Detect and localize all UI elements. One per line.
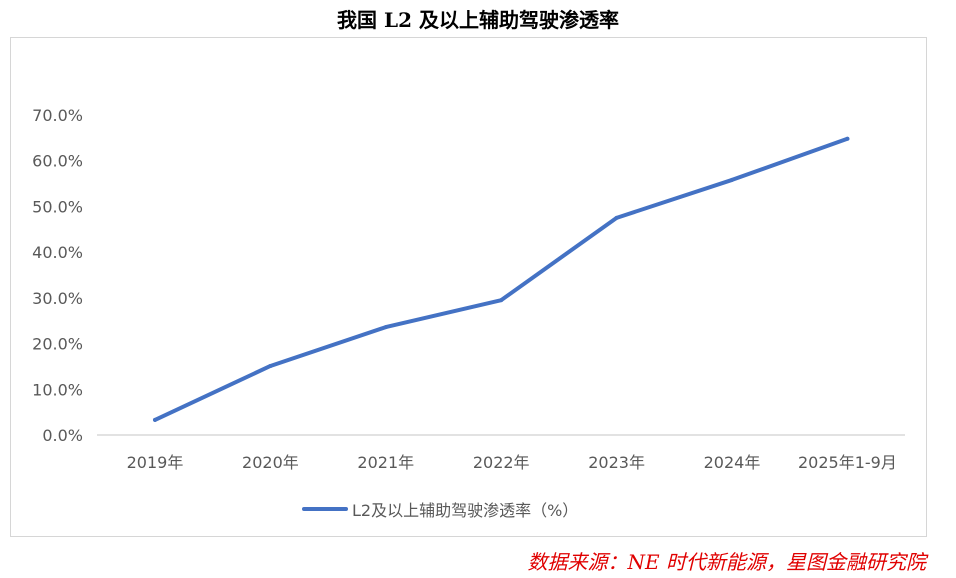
y-tick-label: 60.0% (32, 152, 83, 171)
data-point (845, 136, 850, 141)
data-point (383, 325, 388, 330)
source-note: 数据来源：NE 时代新能源，星图金融研究院 (527, 550, 926, 574)
x-tick-label: 2019年 (127, 453, 184, 472)
legend-swatch (302, 507, 348, 511)
y-tick-label: 20.0% (32, 335, 83, 354)
x-tick-label: 2023年 (588, 453, 645, 472)
data-point (153, 417, 157, 422)
series-line (153, 136, 850, 422)
x-tick-label: 2020年 (242, 453, 299, 472)
data-point (268, 363, 273, 368)
y-tick-label: 30.0% (32, 289, 83, 308)
y-tick-label: 10.0% (32, 380, 83, 399)
x-tick-label: 2022年 (473, 453, 530, 472)
legend-label: L2及以上辅助驾驶渗透率（%） (352, 501, 579, 520)
y-tick-label: 40.0% (32, 243, 83, 262)
legend: L2及以上辅助驾驶渗透率（%） (302, 497, 578, 521)
x-tick-label: 2024年 (704, 453, 761, 472)
data-point (499, 298, 504, 303)
data-point (614, 215, 619, 220)
y-tick-label: 0.0% (42, 426, 83, 445)
y-tick-label: 70.0% (32, 106, 83, 125)
x-tick-label: 2025年1-9月 (798, 453, 897, 472)
chart-frame (10, 37, 927, 537)
y-tick-label: 50.0% (32, 197, 83, 216)
x-tick-label: 2021年 (357, 453, 414, 472)
data-point (730, 177, 734, 182)
chart-title: 我国 L2 及以上辅助驾驶渗透率 (337, 8, 619, 32)
